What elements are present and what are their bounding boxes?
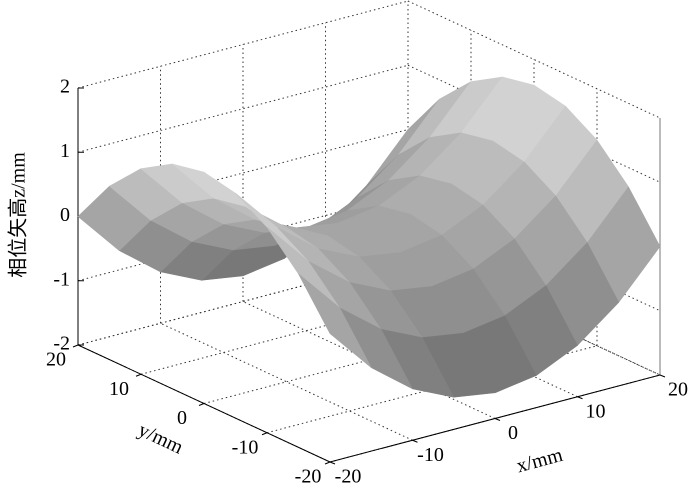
tick-mark bbox=[577, 396, 583, 400]
x-tick-label: 10 bbox=[586, 400, 606, 422]
grid-line bbox=[160, 322, 413, 441]
x-tick-label: -10 bbox=[417, 444, 444, 466]
x-tick-label: 20 bbox=[668, 379, 688, 401]
x-axis-label: x/mm bbox=[514, 444, 565, 477]
x-tick-label: -20 bbox=[335, 466, 362, 488]
grid-line bbox=[77, 129, 409, 217]
tick-mark bbox=[135, 373, 142, 377]
grid-line bbox=[77, 0, 409, 89]
tick-mark bbox=[659, 374, 666, 378]
grid-line bbox=[77, 64, 409, 153]
y-tick-label: 0 bbox=[177, 407, 187, 429]
tick-mark bbox=[494, 418, 501, 421]
tick-mark bbox=[198, 403, 205, 406]
z-axis-label: 相位矢高z/mm bbox=[7, 152, 30, 278]
z-tick-label: -2 bbox=[53, 333, 70, 355]
grid-line bbox=[242, 301, 496, 419]
tick-mark bbox=[261, 432, 268, 436]
y-tick-label: 10 bbox=[109, 378, 129, 400]
y-tick-label: -10 bbox=[232, 436, 259, 458]
tick-mark bbox=[72, 344, 79, 348]
tick-mark bbox=[324, 461, 331, 465]
tick-mark bbox=[412, 439, 418, 443]
y-tick-label: 20 bbox=[46, 349, 66, 371]
grid-line bbox=[407, 64, 661, 183]
grid-line bbox=[325, 279, 578, 398]
surface-patch bbox=[298, 273, 372, 368]
grid-line bbox=[407, 257, 661, 376]
y-tick-label: -20 bbox=[295, 466, 322, 488]
z-tick-label: 0 bbox=[60, 204, 70, 226]
z-tick-label: 2 bbox=[60, 76, 70, 98]
grid-line bbox=[407, 0, 661, 119]
z-tick-label: 1 bbox=[60, 140, 70, 162]
x-tick-label: 0 bbox=[508, 422, 518, 444]
tick-mark bbox=[329, 461, 336, 465]
z-tick-label: -1 bbox=[53, 268, 70, 290]
